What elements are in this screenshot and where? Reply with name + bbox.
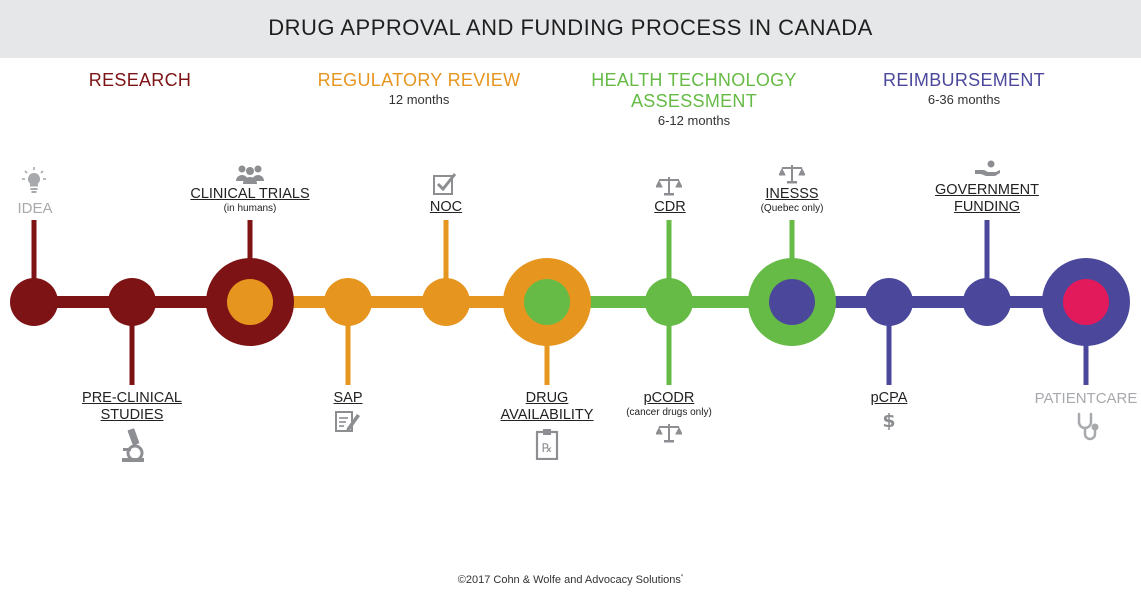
phase-reimbursement: REIMBURSEMENT 6-36 months — [843, 70, 1085, 108]
node-gov — [963, 278, 1011, 326]
step-gov: GOVERNMENT FUNDING — [917, 182, 1057, 216]
step-cdr-label: CDR — [654, 199, 686, 215]
stethoscope-icon — [1077, 412, 1099, 441]
phase-hta: HEALTH TECHNOLOGY ASSESSMENT 6-12 months — [563, 70, 825, 129]
step-clinical-label: CLINICAL TRIALS — [190, 186, 310, 202]
step-idea-label: IDEA — [17, 200, 53, 217]
step-drug-label-2: AVAILABILITY — [500, 407, 594, 423]
lightbulb-icon — [22, 167, 46, 193]
phase-research: RESEARCH — [40, 70, 240, 91]
step-sap: SAP — [308, 390, 388, 407]
node-patient-inner — [1063, 279, 1109, 325]
step-clinical: CLINICAL TRIALS (in humans) — [160, 186, 340, 215]
node-inesss-inner — [769, 279, 815, 325]
footer-mark: * — [680, 574, 684, 581]
node-pcpa — [865, 278, 913, 326]
phase-regulatory-duration: 12 months — [388, 92, 450, 107]
node-idea — [10, 278, 58, 326]
node-clinical-inner — [227, 279, 273, 325]
form-icon — [335, 411, 360, 432]
step-gov-label-2: FUNDING — [953, 199, 1021, 215]
footer-text: ©2017 Cohn & Wolfe and Advocacy Solution… — [457, 574, 681, 586]
step-preclinical: PRE-CLINICAL STUDIES — [72, 390, 192, 424]
phase-hta-name-line2: ASSESSMENT — [630, 91, 758, 111]
copyright-footer: ©2017 Cohn & Wolfe and Advocacy Solution… — [0, 574, 1141, 586]
step-drug-label-1: DRUG — [525, 390, 569, 406]
step-sap-label: SAP — [333, 390, 363, 406]
prescription-icon: ℞ — [535, 429, 559, 460]
step-inesss: INESSS (Quebec only) — [732, 186, 852, 215]
step-noc-label: NOC — [429, 199, 463, 215]
microscope-icon — [122, 428, 144, 462]
node-preclinical — [108, 278, 156, 326]
phase-reimbursement-name: REIMBURSEMENT — [883, 70, 1045, 90]
step-clinical-sub: (in humans) — [223, 203, 277, 214]
node-drug-inner — [524, 279, 570, 325]
step-patient-label: PATIENTCARE — [1034, 390, 1138, 407]
phase-reimbursement-duration: 6-36 months — [927, 92, 1001, 107]
step-drug: DRUG AVAILABILITY — [487, 390, 607, 424]
step-gov-label-1: GOVERNMENT — [935, 182, 1039, 198]
page-title: DRUG APPROVAL AND FUNDING PROCESS IN CAN… — [268, 15, 873, 40]
phase-research-name: RESEARCH — [88, 70, 192, 90]
dollar-icon: $ — [882, 410, 896, 432]
step-preclinical-label-1: PRE-CLINICAL — [82, 390, 182, 406]
node-cdr — [645, 278, 693, 326]
node-noc — [422, 278, 470, 326]
header-bar: DRUG APPROVAL AND FUNDING PROCESS IN CAN… — [0, 0, 1141, 58]
step-pcpa-label: pCPA — [870, 390, 908, 406]
hand-coin-icon — [975, 160, 1000, 176]
phase-hta-name: HEALTH TECHNOLOGY — [591, 70, 797, 90]
step-inesss-sub: (Quebec only) — [760, 203, 824, 214]
scales-icon — [656, 177, 682, 196]
scales-icon — [779, 165, 805, 184]
step-pcpa: pCPA — [849, 390, 929, 407]
node-sap — [324, 278, 372, 326]
step-inesss-label: INESSS — [765, 186, 819, 202]
step-pcodr: pCODR (cancer drugs only) — [609, 390, 729, 419]
phase-regulatory-name: REGULATORY REVIEW — [317, 70, 521, 90]
step-pcodr-sub: (cancer drugs only) — [626, 407, 712, 418]
people-icon — [236, 165, 264, 184]
step-noc: NOC — [396, 199, 496, 216]
phase-regulatory: REGULATORY REVIEW 12 months — [288, 70, 550, 108]
scales-icon — [656, 424, 682, 443]
step-preclinical-label-2: STUDIES — [100, 407, 164, 423]
checkbox-icon — [433, 173, 457, 195]
step-cdr: CDR — [620, 199, 720, 216]
step-pcodr-label: pCODR — [643, 390, 695, 406]
svg-text:℞: ℞ — [542, 441, 553, 455]
phase-hta-duration: 6-12 months — [657, 113, 731, 128]
